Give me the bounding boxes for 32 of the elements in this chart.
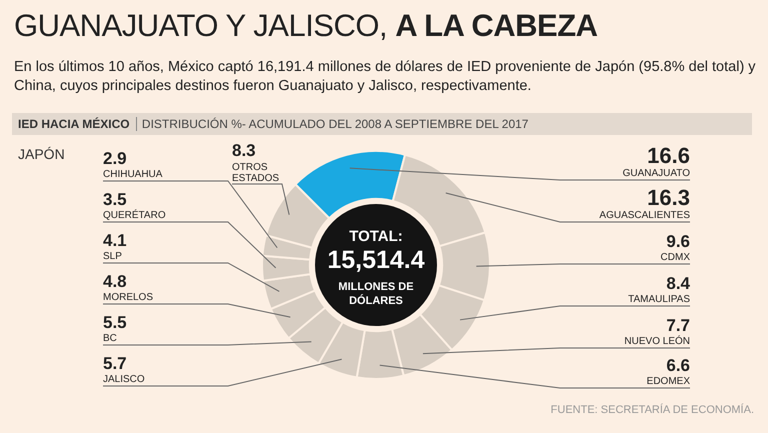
text: JAPÓN <box>18 146 65 162</box>
data-label: 3.5 <box>103 190 127 209</box>
slice-label: AGUASCALIENTES <box>599 210 690 221</box>
chart-title: GUANAJUATO Y JALISCO, A LA CABEZA <box>14 8 598 44</box>
data-label: 7.7 <box>666 316 690 335</box>
slice-label: CHIHUAHUA <box>103 169 163 180</box>
text: DISTRIBUCIÓN %- ACUMULADO DEL 2008 A SEPTIEMBRE DEL 2017 <box>136 117 528 131</box>
source-note: FUENTE: SECRETARÍA DE ECONOMÍA. <box>550 404 754 416</box>
data-label: 9.6 <box>666 232 690 251</box>
slice-label: SLP <box>103 251 122 262</box>
data-label: 16.6 <box>647 143 690 168</box>
data-label: 16.3 <box>647 185 690 210</box>
slice-label: NUEVO LEÓN <box>624 335 690 347</box>
slice-label: JALISCO <box>103 374 145 385</box>
data-label: 4.1 <box>103 231 127 250</box>
slice-label: OTROS ESTADOS <box>232 162 280 184</box>
slice-label: QUERÉTARO <box>103 209 166 221</box>
data-label: 6.6 <box>666 356 690 375</box>
text: IED HACIA MÉXICO <box>18 117 130 131</box>
data-label: 5.7 <box>103 354 127 373</box>
data-label: 5.5 <box>103 313 127 332</box>
data-label: 8.4 <box>666 274 691 293</box>
slice-label: BC <box>103 333 117 344</box>
slice-label: TAMAULIPAS <box>628 294 690 305</box>
slice-label: GUANAJUATO <box>622 168 690 179</box>
data-label: 2.9 <box>103 149 127 168</box>
slice-label: EDOMEX <box>646 376 690 387</box>
slice-label: CDMX <box>660 252 690 263</box>
data-label: 4.8 <box>103 272 127 291</box>
slice-label: MORELOS <box>103 292 154 303</box>
data-label: 8.3 <box>232 141 256 160</box>
chart-subtitle: En los últimos 10 años, México captó 16,191.4 millones de dólares de IED proveniente de Japón (95.8% del total) y China, cuyos principales destinos fueron Guanajuato y Jalisco, respectivamente. <box>14 58 757 96</box>
